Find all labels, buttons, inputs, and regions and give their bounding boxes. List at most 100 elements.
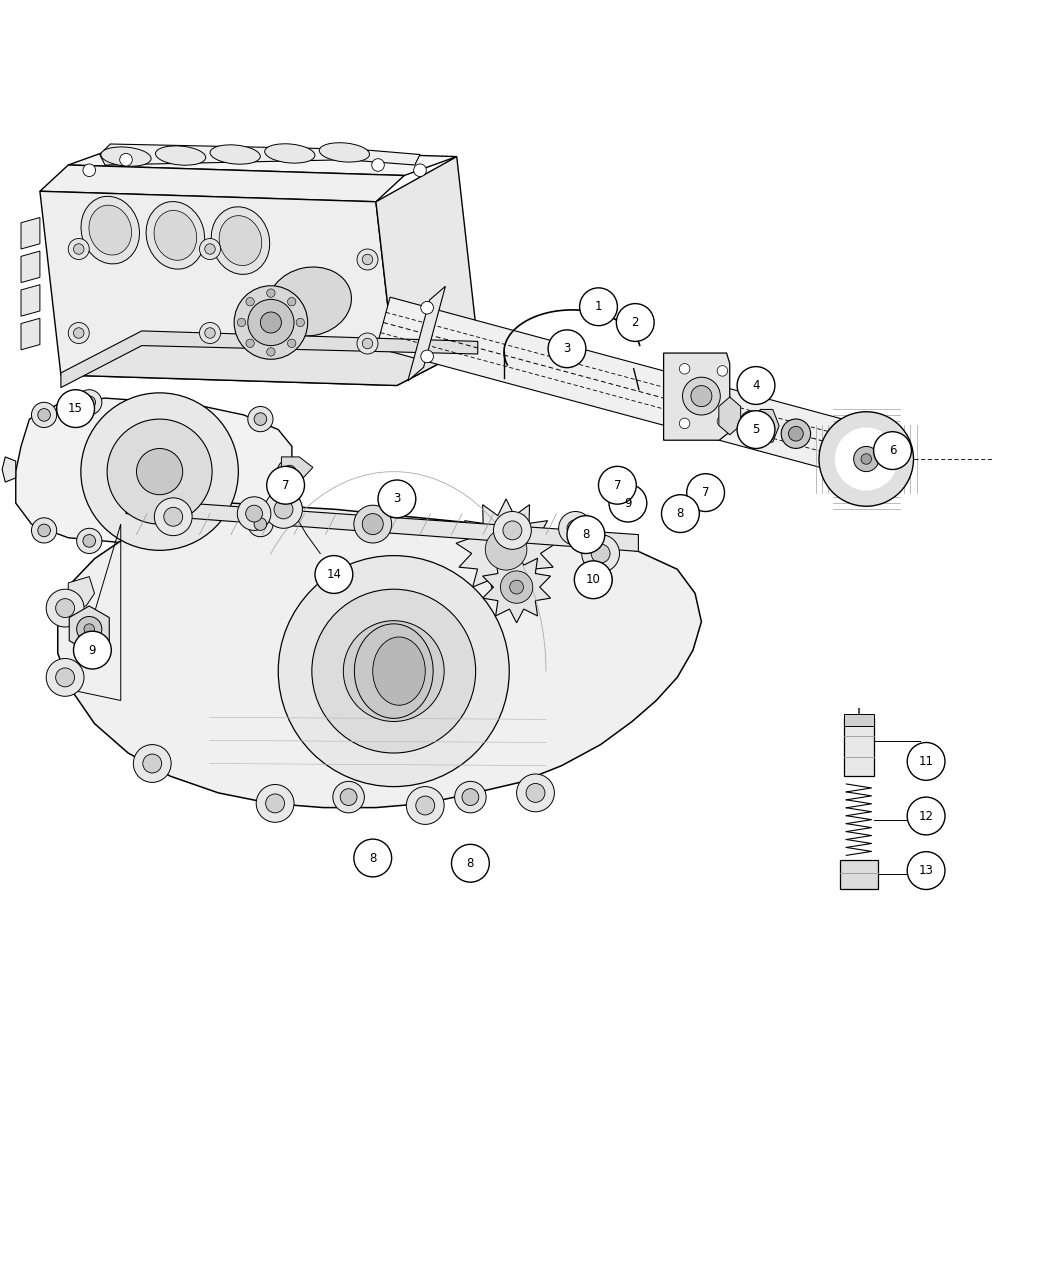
Circle shape — [81, 393, 238, 551]
Circle shape — [248, 300, 294, 346]
Circle shape — [574, 561, 612, 599]
Circle shape — [580, 288, 617, 325]
Ellipse shape — [355, 623, 433, 718]
Circle shape — [462, 789, 479, 806]
Circle shape — [717, 366, 728, 376]
Circle shape — [835, 427, 898, 491]
Polygon shape — [754, 409, 779, 442]
Circle shape — [494, 511, 531, 550]
Circle shape — [267, 348, 275, 356]
Circle shape — [246, 505, 262, 521]
Bar — [840, 859, 878, 889]
Circle shape — [164, 507, 183, 527]
Circle shape — [717, 416, 728, 427]
Ellipse shape — [154, 210, 196, 260]
Circle shape — [265, 491, 302, 528]
Circle shape — [343, 621, 444, 722]
Ellipse shape — [268, 266, 352, 337]
Circle shape — [83, 534, 96, 547]
Circle shape — [256, 784, 294, 822]
Circle shape — [559, 511, 592, 546]
Circle shape — [567, 515, 605, 553]
Circle shape — [74, 631, 111, 669]
Circle shape — [83, 164, 96, 176]
Bar — [844, 714, 874, 727]
Polygon shape — [21, 218, 40, 249]
Circle shape — [284, 465, 296, 478]
Polygon shape — [376, 297, 889, 482]
Bar — [844, 718, 874, 775]
Circle shape — [56, 599, 75, 617]
Circle shape — [248, 407, 273, 432]
Ellipse shape — [288, 509, 300, 519]
Circle shape — [357, 333, 378, 354]
Circle shape — [340, 789, 357, 806]
Circle shape — [582, 534, 620, 572]
Text: 1: 1 — [594, 300, 603, 314]
Text: 5: 5 — [752, 423, 760, 436]
Circle shape — [333, 782, 364, 813]
Circle shape — [874, 432, 911, 469]
Circle shape — [421, 301, 434, 314]
Polygon shape — [40, 164, 404, 201]
Polygon shape — [21, 284, 40, 316]
Circle shape — [56, 668, 75, 687]
Circle shape — [854, 446, 879, 472]
Circle shape — [354, 505, 392, 543]
Circle shape — [248, 511, 273, 537]
Circle shape — [288, 339, 296, 348]
Circle shape — [77, 528, 102, 553]
Circle shape — [312, 589, 476, 754]
Polygon shape — [40, 191, 397, 385]
Circle shape — [679, 363, 690, 374]
Circle shape — [819, 412, 914, 506]
Polygon shape — [21, 251, 40, 283]
Circle shape — [526, 783, 545, 802]
Circle shape — [740, 411, 761, 432]
Text: 15: 15 — [68, 402, 83, 416]
Circle shape — [907, 742, 945, 780]
Circle shape — [679, 418, 690, 428]
Ellipse shape — [219, 215, 261, 265]
Circle shape — [260, 312, 281, 333]
Polygon shape — [719, 397, 740, 435]
Circle shape — [414, 164, 426, 176]
Circle shape — [781, 419, 811, 449]
Ellipse shape — [89, 205, 131, 255]
Circle shape — [120, 153, 132, 166]
Text: 10: 10 — [586, 574, 601, 586]
Circle shape — [591, 544, 610, 564]
Circle shape — [77, 617, 102, 641]
Circle shape — [682, 377, 720, 414]
Circle shape — [68, 323, 89, 343]
Circle shape — [609, 484, 647, 521]
Circle shape — [362, 254, 373, 265]
Circle shape — [234, 286, 308, 360]
Text: 8: 8 — [676, 507, 685, 520]
Circle shape — [154, 497, 192, 536]
Circle shape — [32, 518, 57, 543]
Text: 2: 2 — [631, 316, 639, 329]
Polygon shape — [61, 332, 478, 388]
Circle shape — [237, 319, 246, 326]
Text: 12: 12 — [919, 810, 933, 822]
Text: 11: 11 — [919, 755, 933, 768]
Circle shape — [46, 658, 84, 696]
Circle shape — [267, 467, 304, 504]
Circle shape — [84, 623, 94, 635]
Polygon shape — [58, 504, 701, 807]
Circle shape — [662, 495, 699, 533]
Circle shape — [368, 645, 420, 697]
Circle shape — [503, 521, 522, 539]
Circle shape — [485, 529, 527, 570]
Text: 9: 9 — [624, 496, 632, 510]
Text: 9: 9 — [88, 644, 97, 657]
Circle shape — [406, 787, 444, 825]
Circle shape — [737, 367, 775, 404]
Polygon shape — [483, 551, 550, 622]
Circle shape — [378, 479, 416, 518]
Circle shape — [588, 571, 605, 588]
Circle shape — [372, 158, 384, 171]
Circle shape — [598, 467, 636, 504]
Circle shape — [354, 839, 392, 877]
